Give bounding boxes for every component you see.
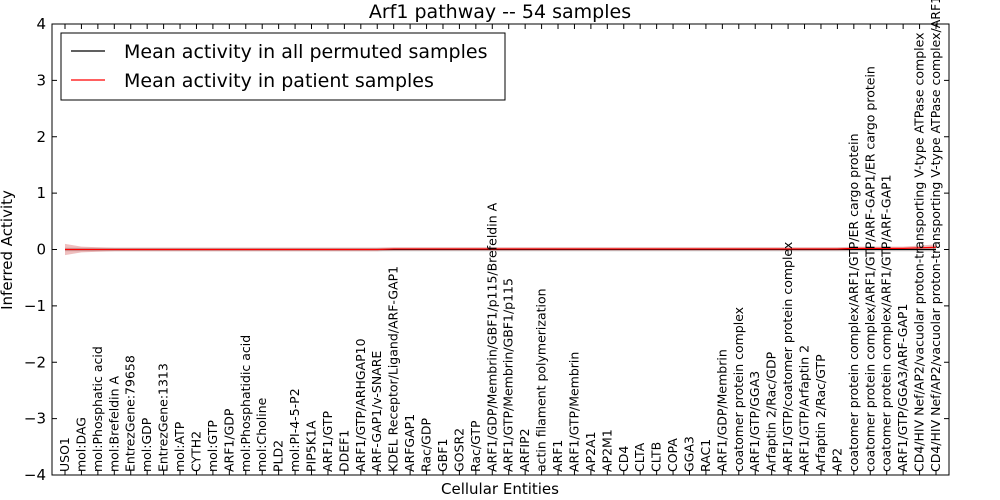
x-tick-label: CD4/HIV Nef/AP2/vacuolar proton-transpor… <box>928 0 943 472</box>
y-tick-label: −4 <box>24 466 46 484</box>
legend-label-patient: Mean activity in patient samples <box>124 70 434 92</box>
x-tick-label: mol:Phosphatidic acid <box>238 335 253 472</box>
x-axis-label: Cellular Entities <box>441 480 559 498</box>
x-tick-label: ARF1/GDP/Membrin <box>714 349 729 472</box>
y-tick-label: −2 <box>24 353 46 371</box>
x-tick-label: ARFIP2 <box>517 428 532 472</box>
x-tick-label: coatomer protein complex/ARF1/GTP/ER car… <box>846 133 861 472</box>
x-tick-label: PLD2 <box>271 440 286 472</box>
x-tick-label: AP2A1 <box>583 431 598 472</box>
x-tick-label: KDEL Receptor/Ligand/ARF-GAP1 <box>386 266 401 472</box>
x-tick-label: COPA <box>665 438 680 472</box>
x-tick-label: GOSR2 <box>451 428 466 472</box>
x-tick-label: DDEF1 <box>336 430 351 472</box>
x-tick-label: mol:DAG <box>73 417 88 472</box>
x-tick-label: GBF1 <box>435 439 450 472</box>
x-tick-label: ARFGAP1 <box>402 414 417 472</box>
plot-area <box>51 23 950 476</box>
x-tick-label: actin filament polymerization <box>534 288 549 472</box>
x-tick-label: CYTH2 <box>188 431 203 472</box>
y-axis: −4 −3 −2 −1 0 1 2 3 4 <box>24 15 949 484</box>
y-tick-label: 1 <box>36 184 46 202</box>
y-tick-label: 4 <box>36 15 46 33</box>
y-axis-label: Inferred Activity <box>0 190 16 310</box>
x-tick-label: ARF1 <box>550 440 565 472</box>
x-tick-label: GGA3 <box>681 436 696 472</box>
x-tick-label: ARF1/GTP/GGA3/ARF-GAP1 <box>895 304 910 472</box>
x-tick-label: AP2M1 <box>599 429 614 472</box>
x-tick-label: mol:GTP <box>205 420 220 472</box>
x-tick-label: ARF1/GTP/Arfaptin 2 <box>797 345 812 472</box>
x-tick-label: mol:GDP <box>139 417 154 472</box>
x-tick-label: ARF1/GTP/GGA3 <box>747 371 762 472</box>
x-tick-label: ARF1/GTP/ARHGAP10 <box>353 338 368 472</box>
x-tick-label: ARF1/GDP/Membrin/GBF1/p115/Brefeldin A <box>484 202 499 472</box>
x-tick-label: ARF-GAP1/v-SNARE <box>369 351 384 472</box>
chart-title: Arf1 pathway -- 54 samples <box>369 1 631 23</box>
x-tick-label: coatomer protein complex/ARF1/GTP/ARF-GA… <box>862 66 877 472</box>
y-tick-label: −1 <box>24 297 46 315</box>
y-tick-label: 3 <box>36 71 46 89</box>
x-tick-label: ARF1/GTP/Membrin/GBF1/p115 <box>501 278 516 472</box>
y-tick-label: 0 <box>36 241 46 259</box>
x-tick-label: coatomer protein complex/ARF1/GTP/ARF-GA… <box>879 174 894 472</box>
x-tick-label: EntrezGene:79658 <box>123 355 138 472</box>
x-tick-label: mol:PI-4-5-P2 <box>287 388 302 472</box>
x-tick-label: CD4 <box>616 446 631 472</box>
x-tick-label: PIP5K1A <box>304 420 319 472</box>
x-tick-label: CLTA <box>632 442 647 472</box>
x-tick-label: ARF1/GTP <box>320 411 335 472</box>
patient-mean-line <box>65 246 937 251</box>
x-tick-label: coatomer protein complex <box>731 307 746 472</box>
x-tick-label: CD4/HIV Nef/AP2/vacuolar proton-transpor… <box>912 33 927 473</box>
x-tick-label: Rac/GTP <box>468 420 483 472</box>
y-tick-label: −3 <box>24 410 46 428</box>
x-tick-label: EntrezGene:1313 <box>156 363 171 472</box>
x-tick-label: RAC1 <box>698 439 713 472</box>
x-tick-label: ARF1/GTP/coatomer protein complex <box>780 242 795 472</box>
x-tick-label: Arfaptin 2/Rac/GDP <box>764 351 779 472</box>
legend-label-permuted: Mean activity in all permuted samples <box>124 41 487 63</box>
x-tick-label: mol:ATP <box>172 421 187 472</box>
x-tick-label: ARF1/GDP <box>221 408 236 472</box>
x-tick-label: Rac/GDP <box>419 418 434 472</box>
legend: Mean activity in all permuted samples Me… <box>60 32 506 101</box>
x-tick-label: AP2 <box>829 448 844 472</box>
x-tick-label: USO1 <box>57 437 72 472</box>
x-tick-label: CLTB <box>649 442 664 472</box>
legend-frame <box>60 32 506 101</box>
x-tick-label: mol:Choline <box>254 397 269 472</box>
x-tick-label: ARF1/GTP/Membrin <box>566 352 581 472</box>
x-tick-label: Arfaptin 2/Rac/GTP <box>813 354 828 472</box>
y-tick-label: 2 <box>36 128 46 146</box>
x-axis: USO1 mol:DAG mol:Phosphatic acid mol:Brefel… <box>57 0 943 475</box>
x-tick-label: mol:Brefeldin A <box>106 375 121 472</box>
x-tick-label: mol:Phosphatic acid <box>90 346 105 472</box>
